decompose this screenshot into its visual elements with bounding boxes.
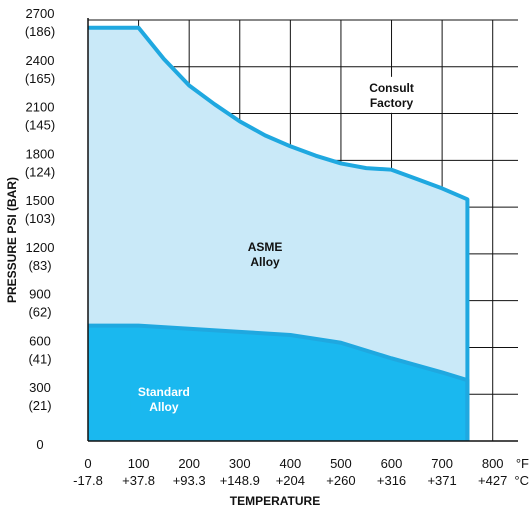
y-axis-title: PRESSURE PSI (BAR) <box>5 177 19 303</box>
y-tick-label-psi: 0 <box>36 437 43 452</box>
x-tick-label-c: +37.8 <box>122 473 155 488</box>
x-tick-label-c: +427 <box>478 473 507 488</box>
series-line-1 <box>88 323 470 441</box>
asme-alloy-label-line: ASME <box>248 240 283 254</box>
y-tick-label-bar: (21) <box>28 398 51 413</box>
x-tick-label-f: 800 <box>482 456 504 471</box>
y-tick-label-bar: (124) <box>25 164 55 179</box>
standard-alloy-label-bg <box>130 380 197 417</box>
y-tick-label-psi: 600 <box>29 333 51 348</box>
consult-factory-label-line: Factory <box>370 96 414 110</box>
x-tick-label-c: +148.9 <box>220 473 260 488</box>
y-tick-label-bar: (62) <box>28 305 51 320</box>
x-tick-label-f: 300 <box>229 456 251 471</box>
y-tick-label-bar: (83) <box>28 258 51 273</box>
x-tick-label-c: +93.3 <box>173 473 206 488</box>
consult-factory-label-line: Consult <box>369 81 414 95</box>
asme-alloy-label-line: Alloy <box>250 255 280 269</box>
x-axis-title: TEMPERATURE <box>230 494 320 507</box>
y-tick-label-psi: 2100 <box>26 100 55 115</box>
x-tick-label-f: 500 <box>330 456 352 471</box>
x-tick-label-f: 400 <box>280 456 302 471</box>
axes: 2700 (186) 2400 (165) 2100 (145) 1800 (124) 1500… <box>25 6 529 488</box>
x-tick-label-f: 0 <box>84 456 91 471</box>
y-tick-label-bar: (103) <box>25 211 55 226</box>
y-tick-label-psi: 1500 <box>26 193 55 208</box>
x-tick-label-c: +316 <box>377 473 406 488</box>
y-tick-label-psi: 1200 <box>26 240 55 255</box>
x-tick-label-f: 700 <box>431 456 453 471</box>
x-tick-label-f: 600 <box>381 456 403 471</box>
x-tick-label-c: +260 <box>326 473 355 488</box>
x-tick-label-f: 200 <box>178 456 200 471</box>
x-unit-f: °F <box>516 456 529 471</box>
x-tick-label-c: +204 <box>276 473 305 488</box>
x-unit-c: °C <box>514 473 529 488</box>
x-tick-label-c: +371 <box>427 473 456 488</box>
standard-alloy-label-line: Standard <box>138 385 190 399</box>
y-tick-label-bar: (186) <box>25 24 55 39</box>
y-tick-label-bar: (41) <box>28 351 51 366</box>
y-tick-label-psi: 2400 <box>26 53 55 68</box>
x-tick-label-c: -17.8 <box>73 473 103 488</box>
standard-alloy-label-line: Alloy <box>149 400 179 414</box>
y-tick-label-psi: 900 <box>29 287 51 302</box>
y-tick-label-psi: 2700 <box>26 6 55 21</box>
asme-alloy-label-bg <box>232 235 299 272</box>
x-tick-label-f: 100 <box>128 456 150 471</box>
consult-factory-label-bg <box>358 76 425 113</box>
y-tick-label-bar: (145) <box>25 118 55 133</box>
y-tick-label-psi: 300 <box>29 380 51 395</box>
series-line-0 <box>88 25 470 441</box>
y-tick-label-psi: 1800 <box>26 146 55 161</box>
y-tick-label-bar: (165) <box>25 71 55 86</box>
